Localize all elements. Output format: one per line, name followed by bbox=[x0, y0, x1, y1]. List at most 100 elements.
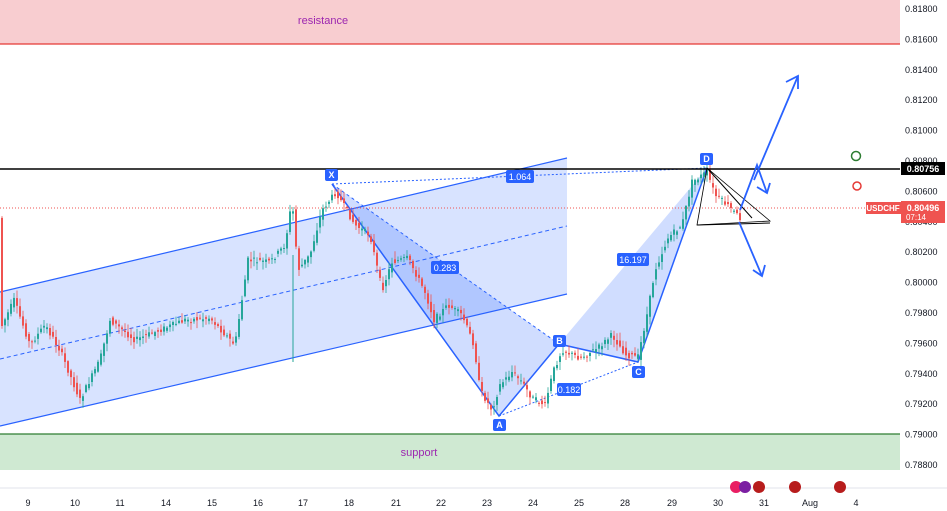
candle-body bbox=[277, 250, 279, 254]
candle-body bbox=[652, 283, 654, 298]
candle-body bbox=[472, 333, 474, 346]
target-circle-red bbox=[852, 181, 862, 191]
candle-body bbox=[55, 337, 57, 345]
candle-body bbox=[268, 258, 270, 261]
candle-body bbox=[331, 194, 333, 201]
candle-body bbox=[10, 303, 12, 314]
ratio-ac-bg bbox=[557, 383, 581, 396]
y-tick-label: 0.80000 bbox=[905, 278, 938, 288]
candle-body bbox=[223, 329, 225, 336]
candle-body bbox=[82, 396, 84, 401]
wedge-lower bbox=[696, 222, 771, 226]
candle-body bbox=[217, 324, 219, 326]
candle-body bbox=[508, 376, 510, 381]
candle-body bbox=[328, 201, 330, 204]
candle-body bbox=[502, 382, 504, 388]
candle-body bbox=[550, 378, 552, 391]
candle-body bbox=[565, 351, 567, 353]
candle-body bbox=[271, 258, 273, 260]
candle-body bbox=[70, 370, 72, 378]
flag-icon-us-2[interactable] bbox=[789, 481, 801, 493]
candle-body bbox=[16, 298, 18, 306]
candle-body bbox=[562, 353, 564, 355]
y-tick-label: 0.79400 bbox=[905, 369, 938, 379]
x-tick-label: 16 bbox=[253, 498, 263, 508]
candle-body bbox=[238, 319, 240, 337]
channel-lower-line[interactable] bbox=[0, 293, 568, 427]
candle-body bbox=[283, 248, 285, 249]
candle-body bbox=[625, 347, 627, 356]
candle-body bbox=[151, 332, 153, 334]
candle-body bbox=[520, 380, 522, 382]
candle-body bbox=[538, 402, 540, 404]
candle-body bbox=[721, 197, 723, 199]
x-tick-label: 28 bbox=[620, 498, 630, 508]
candle-body bbox=[241, 300, 243, 320]
candle-body bbox=[118, 324, 120, 327]
candle-body bbox=[13, 297, 15, 308]
target-circle-green bbox=[850, 150, 862, 162]
candle-body bbox=[664, 246, 666, 251]
candle-body bbox=[346, 206, 348, 209]
candle-body bbox=[475, 343, 477, 363]
candle-body bbox=[490, 405, 492, 410]
candle-body bbox=[109, 320, 111, 334]
event-icon-1[interactable] bbox=[730, 481, 742, 493]
candle-body bbox=[601, 346, 603, 350]
candle-body bbox=[37, 333, 39, 339]
candle-body bbox=[388, 269, 390, 280]
projection-arrows bbox=[738, 74, 799, 278]
ratio-xd-bg bbox=[506, 170, 534, 183]
pattern-xd-dotted bbox=[331, 167, 708, 185]
x-tick-label: 30 bbox=[713, 498, 723, 508]
candle-body bbox=[226, 335, 228, 337]
candle-body bbox=[463, 314, 465, 321]
y-tick-label: 0.81600 bbox=[905, 34, 938, 44]
y-tick-label: 0.81200 bbox=[905, 95, 938, 105]
x-tick-label: 25 bbox=[574, 498, 584, 508]
x-tick-label: 24 bbox=[528, 498, 538, 508]
candle-body bbox=[286, 233, 288, 249]
candle-body bbox=[613, 335, 615, 340]
flag-icon-us-1[interactable] bbox=[753, 481, 765, 493]
candle-body bbox=[481, 382, 483, 391]
label-a: A bbox=[496, 420, 503, 430]
label-c: C bbox=[635, 367, 642, 377]
candle-body bbox=[499, 384, 501, 392]
flag-icon-us-3[interactable] bbox=[834, 481, 846, 493]
candle-body bbox=[640, 342, 642, 360]
ratio-bd-bg bbox=[617, 253, 649, 266]
y-tick-label: 0.79000 bbox=[905, 430, 938, 440]
candle-body bbox=[451, 305, 453, 308]
candle-body bbox=[220, 325, 222, 333]
candle-body bbox=[253, 257, 255, 259]
x-axis-ticks: 9 10 11 14 15 16 17 18 21 22 23 24 25 28 29 30 31 Aug 4 bbox=[25, 498, 858, 508]
x-tick-label: 4 bbox=[853, 498, 858, 508]
economic-event-icons[interactable] bbox=[730, 481, 846, 493]
candle-body bbox=[391, 263, 393, 273]
candle-body bbox=[304, 260, 306, 265]
candle-body bbox=[184, 318, 186, 322]
candle-body bbox=[43, 325, 45, 328]
event-icon-2[interactable] bbox=[739, 481, 751, 493]
candle-body bbox=[298, 248, 300, 270]
candle-body bbox=[460, 309, 462, 314]
label-d-bg bbox=[700, 153, 713, 165]
symbol-tag: USDCHF bbox=[866, 204, 899, 213]
candle-body bbox=[1, 217, 3, 326]
candle-body bbox=[637, 354, 639, 359]
channel-mid-line bbox=[0, 225, 568, 360]
candle-body bbox=[187, 319, 189, 322]
candle-body bbox=[694, 179, 696, 185]
arrow-zigzag-head bbox=[756, 182, 771, 195]
y-tick-label: 0.81400 bbox=[905, 65, 938, 75]
candle-body bbox=[673, 229, 675, 235]
candle-body bbox=[724, 201, 726, 205]
price-axis[interactable] bbox=[900, 0, 947, 488]
arrow-up-head bbox=[785, 74, 799, 89]
candle-body bbox=[394, 259, 396, 263]
candle-body bbox=[448, 304, 450, 308]
channel-upper-line[interactable] bbox=[0, 157, 568, 293]
